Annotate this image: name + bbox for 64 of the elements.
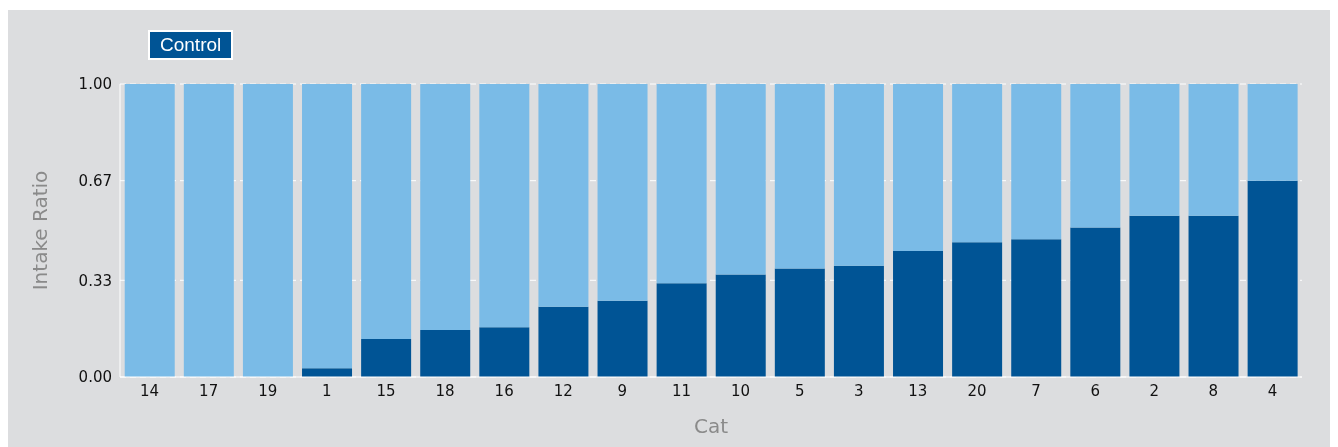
bar [833, 265, 884, 377]
x-tick-label: 2 [1149, 381, 1160, 400]
bar [1070, 227, 1121, 377]
bar [597, 84, 648, 301]
x-tick-label: 3 [853, 381, 864, 400]
bar [1011, 84, 1062, 240]
x-axis-title: Cat [693, 414, 729, 438]
bar [361, 338, 412, 377]
x-tick-label: 11 [671, 381, 691, 400]
y-tick-label: 0.00 [78, 368, 112, 387]
x-tick-label: 7 [1031, 381, 1041, 400]
bar [479, 84, 530, 328]
bar [597, 300, 648, 377]
text: Control [150, 32, 232, 58]
x-tick-label: 8 [1208, 381, 1219, 400]
bar [1129, 215, 1180, 377]
bar [715, 274, 766, 377]
bar [183, 84, 234, 377]
x-tick-label: 18 [435, 381, 455, 400]
bar [656, 84, 707, 284]
bar [302, 368, 353, 377]
bar [893, 251, 944, 377]
bar [952, 242, 1003, 377]
y-tick-label: 0.67 [78, 172, 112, 191]
y-axis-title: Intake Ratio [28, 170, 53, 291]
bar [420, 84, 471, 331]
bar [124, 84, 175, 377]
x-tick-label: 9 [617, 381, 628, 400]
bar [538, 84, 589, 307]
bar [1129, 84, 1180, 216]
bar [361, 84, 412, 339]
x-tick-label: 15 [376, 381, 396, 400]
bar [1188, 215, 1239, 377]
x-tick-label: 4 [1267, 381, 1278, 400]
y-tick-label: 0.33 [78, 271, 112, 290]
bar [656, 283, 707, 377]
bar [715, 84, 766, 275]
bar [1188, 84, 1239, 216]
bar [1011, 239, 1062, 377]
x-tick-label: 6 [1090, 381, 1100, 400]
y-tick-label: 1.00 [78, 75, 112, 94]
bar [893, 84, 944, 252]
bar [1247, 84, 1298, 181]
bar [538, 306, 589, 377]
x-tick-label: 5 [794, 381, 805, 400]
bar [952, 84, 1003, 243]
bar [774, 84, 825, 269]
x-tick-label: 1 [322, 381, 332, 400]
x-tick-label: 14 [140, 381, 160, 400]
bar [242, 84, 293, 377]
bar [1247, 180, 1298, 377]
x-tick-label: 10 [731, 381, 751, 400]
x-tick-label: 12 [553, 381, 573, 400]
x-tick-label: 17 [199, 381, 219, 400]
x-tick-label: 16 [494, 381, 514, 400]
bar [774, 268, 825, 377]
x-tick-label: 13 [908, 381, 928, 400]
bar [302, 84, 353, 369]
bar [420, 330, 471, 377]
bar [833, 84, 884, 266]
x-tick-label: 19 [258, 381, 278, 400]
x-tick-label: 20 [967, 381, 987, 400]
bar [1070, 84, 1121, 228]
bar [479, 327, 530, 377]
